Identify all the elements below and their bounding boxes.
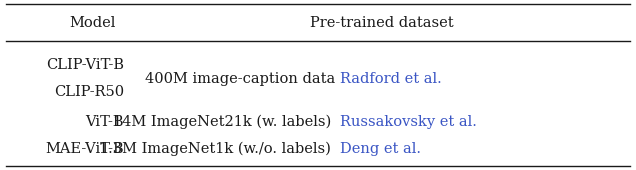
Text: 14M ImageNet21k (w. labels): 14M ImageNet21k (w. labels) xyxy=(113,114,340,129)
Text: CLIP-R50: CLIP-R50 xyxy=(54,85,124,99)
Text: MAE-ViT-B: MAE-ViT-B xyxy=(45,142,124,156)
Text: Deng et al.: Deng et al. xyxy=(340,142,421,156)
Text: CLIP-ViT-B: CLIP-ViT-B xyxy=(46,58,124,72)
Text: ViT-B: ViT-B xyxy=(85,115,124,129)
Text: Pre-trained dataset: Pre-trained dataset xyxy=(310,16,453,30)
Text: Radford et al.: Radford et al. xyxy=(340,72,442,86)
Text: 1.3M ImageNet1k (w./o. labels): 1.3M ImageNet1k (w./o. labels) xyxy=(99,142,340,156)
Text: 400M image-caption data: 400M image-caption data xyxy=(146,72,340,86)
Text: Russakovsky et al.: Russakovsky et al. xyxy=(340,115,477,129)
Text: Model: Model xyxy=(69,16,115,30)
